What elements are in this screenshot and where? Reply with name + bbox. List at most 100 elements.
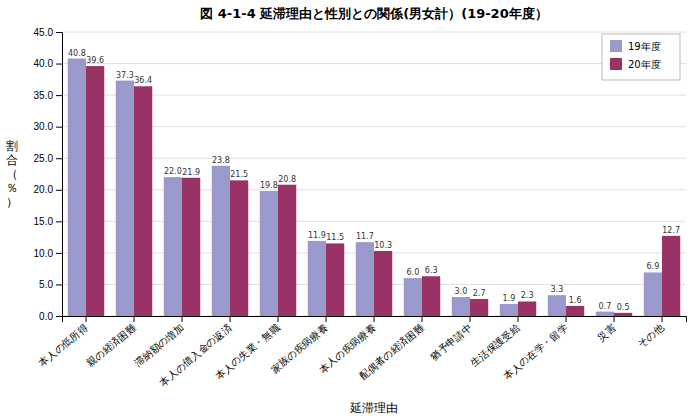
tick: 本人の低所得 bbox=[37, 316, 90, 369]
bar bbox=[260, 191, 278, 316]
tick-label: 本人の失業・無職 bbox=[213, 322, 281, 382]
tick-mark bbox=[566, 316, 567, 322]
bar bbox=[308, 241, 326, 316]
data-label: 0.5 bbox=[617, 303, 630, 312]
axis-line bbox=[56, 33, 63, 317]
tick: 10.0 bbox=[34, 248, 62, 259]
chart: 40.837.322.023.819.811.911.76.03.01.93.3… bbox=[0, 0, 700, 420]
data-labels: 40.837.322.023.819.811.911.76.03.01.93.3… bbox=[68, 49, 680, 312]
data-label: 0.7 bbox=[599, 302, 612, 311]
grid bbox=[62, 32, 686, 316]
data-label: 6.0 bbox=[407, 268, 420, 277]
legend-swatch bbox=[610, 40, 622, 52]
axis-line bbox=[63, 317, 687, 323]
tick-label: 10.0 bbox=[34, 248, 54, 259]
bar bbox=[182, 178, 200, 316]
bar bbox=[164, 177, 182, 316]
x-axis-label: 延滞理由 bbox=[349, 401, 398, 415]
grid-line bbox=[62, 126, 686, 127]
tick-label: 20.0 bbox=[34, 184, 54, 195]
tick: 5.0 bbox=[39, 279, 62, 290]
bar bbox=[404, 278, 422, 316]
data-label: 11.5 bbox=[326, 233, 344, 242]
tick-label: 親の経済困難 bbox=[85, 322, 138, 369]
data-label: 1.9 bbox=[503, 294, 516, 303]
bar bbox=[278, 185, 296, 316]
bar bbox=[68, 59, 86, 316]
legend: 19年度 20年度 bbox=[602, 34, 680, 80]
legend-item: 19年度 bbox=[610, 40, 661, 52]
tick-mark bbox=[470, 316, 471, 322]
tick: 20.0 bbox=[34, 184, 62, 195]
data-label: 11.7 bbox=[356, 232, 374, 241]
data-label: 12.7 bbox=[662, 226, 680, 235]
bar bbox=[548, 295, 566, 316]
tick-mark bbox=[614, 316, 615, 322]
tick: その他 bbox=[635, 316, 665, 349]
tick-mark bbox=[56, 284, 62, 285]
tick-mark bbox=[56, 127, 62, 128]
tick-mark bbox=[56, 221, 62, 222]
bar bbox=[326, 243, 344, 316]
tick-label: 15.0 bbox=[34, 216, 54, 227]
tick-label: 25.0 bbox=[34, 153, 54, 164]
bar bbox=[596, 312, 614, 316]
plot: 40.837.322.023.819.811.911.76.03.01.93.3… bbox=[34, 27, 687, 388]
tick-mark bbox=[56, 64, 62, 65]
tick-label: 35.0 bbox=[34, 90, 54, 101]
legend-frame bbox=[602, 34, 680, 80]
grid-line bbox=[62, 221, 686, 222]
tick-mark bbox=[56, 190, 62, 191]
tick-mark bbox=[518, 316, 519, 322]
tick: 25.0 bbox=[34, 153, 62, 164]
data-label: 21.9 bbox=[182, 168, 200, 177]
bar bbox=[116, 81, 134, 316]
tick-label: 猶予申請中 bbox=[428, 322, 473, 363]
data-label: 3.0 bbox=[455, 287, 468, 296]
bar bbox=[356, 242, 374, 316]
tick-mark bbox=[134, 316, 135, 322]
grid-line bbox=[62, 32, 686, 33]
data-label: 21.5 bbox=[230, 170, 248, 179]
legend-label: 19年度 bbox=[628, 41, 661, 52]
grid-line bbox=[62, 158, 686, 159]
bar-series bbox=[86, 66, 680, 316]
tick-label: 0.0 bbox=[39, 311, 53, 322]
bar bbox=[230, 180, 248, 316]
tick: 猶予申請中 bbox=[428, 316, 473, 362]
y-axis: 0.05.010.015.020.025.030.035.040.045.0 bbox=[34, 27, 63, 322]
tick-mark bbox=[56, 95, 62, 96]
bar-series bbox=[68, 59, 662, 316]
tick: 本人の在学・留学 bbox=[501, 316, 569, 382]
data-label: 36.4 bbox=[134, 76, 152, 85]
tick-mark bbox=[278, 316, 279, 322]
data-label: 11.9 bbox=[308, 231, 326, 240]
data-label: 10.3 bbox=[374, 241, 392, 250]
bar bbox=[374, 251, 392, 316]
tick-mark bbox=[182, 316, 183, 322]
tick-label: その他 bbox=[635, 322, 665, 350]
tick-label: 30.0 bbox=[34, 121, 54, 132]
tick: 親の経済困難 bbox=[85, 316, 138, 369]
tick-label: 配偶者の経済困難 bbox=[357, 322, 425, 382]
bar bbox=[500, 304, 518, 316]
tick: 滞納額の増加 bbox=[133, 316, 186, 369]
tick-mark bbox=[56, 316, 62, 317]
grid-line bbox=[62, 95, 686, 96]
bar bbox=[644, 272, 662, 316]
tick-mark bbox=[230, 316, 231, 322]
tick: 30.0 bbox=[34, 121, 62, 132]
data-label: 37.3 bbox=[116, 71, 134, 80]
legend-item: 20年度 bbox=[610, 58, 661, 70]
bar bbox=[452, 297, 470, 316]
bar bbox=[86, 66, 104, 316]
tick-label: 本人の低所得 bbox=[37, 322, 90, 369]
tick-mark bbox=[326, 316, 327, 322]
tick: 生活保護受給 bbox=[469, 316, 522, 369]
data-label: 39.6 bbox=[86, 56, 104, 65]
data-label: 2.7 bbox=[473, 289, 486, 298]
tick-mark bbox=[56, 253, 62, 254]
bar bbox=[566, 306, 584, 316]
tick-mark bbox=[86, 316, 87, 322]
data-label: 20.8 bbox=[278, 175, 296, 184]
